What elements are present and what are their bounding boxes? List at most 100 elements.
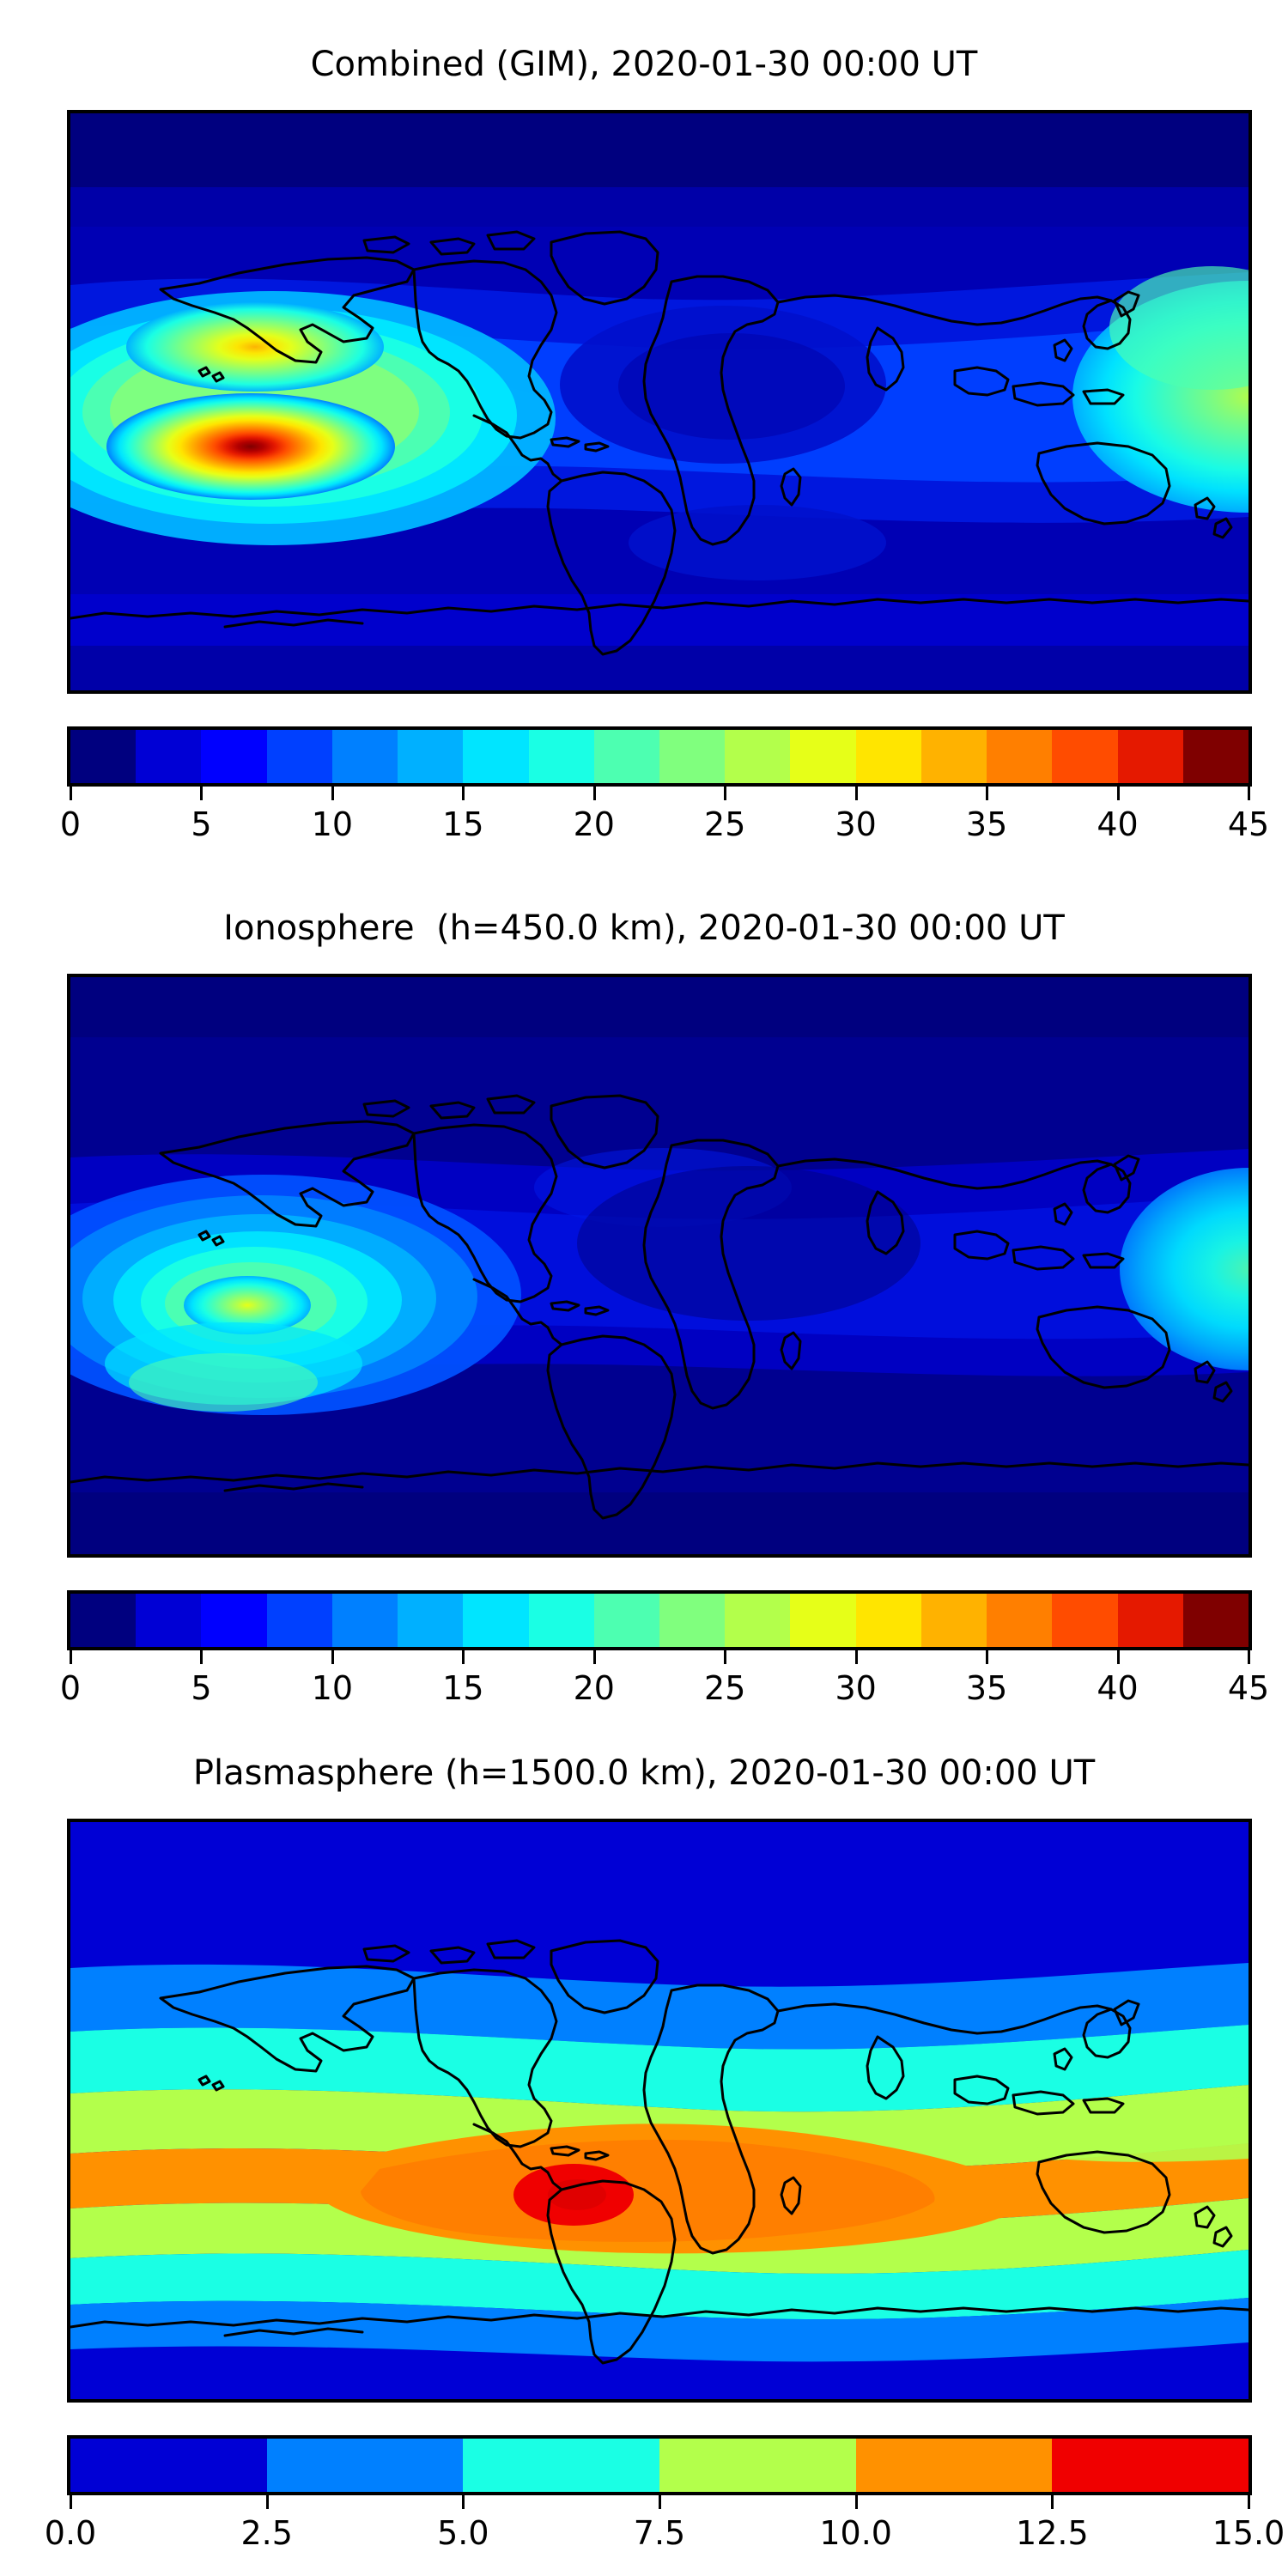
colorbar-band-13 <box>920 730 987 783</box>
colorbar-band-10 <box>725 730 791 783</box>
colorbar-tick-0 <box>70 787 72 800</box>
colorbar-ticks-3 <box>67 2495 1252 2512</box>
colorbar-tick-label-0: 0 <box>59 1669 82 1707</box>
coastlines <box>70 1939 1249 2365</box>
colorbar-band-13 <box>920 1594 987 1647</box>
map-plasmasphere <box>67 1819 1252 2403</box>
colorbar-tick-label-2: 5.0 <box>437 2514 489 2552</box>
colorbar-tick-3 <box>659 2495 661 2509</box>
colorbar-tick-label-6: 15.0 <box>1212 2514 1285 2552</box>
colorbar-band-17 <box>1182 730 1249 783</box>
colorbar-tick-label-3: 15 <box>442 1669 484 1707</box>
colorbar-band-1 <box>136 1594 202 1647</box>
colorbar-band-11 <box>790 730 856 783</box>
colorbar-tick-label-4: 20 <box>573 1669 615 1707</box>
colorbar-band-1 <box>136 730 202 783</box>
colorbar-tick-label-0: 0 <box>59 805 82 843</box>
colorbar-tick-label-1: 5 <box>191 805 212 843</box>
coastlines <box>70 1094 1249 1520</box>
colorbar-band-5 <box>398 730 464 783</box>
colorbar-tick-1 <box>200 1650 204 1664</box>
map-ionosphere <box>67 974 1252 1558</box>
colorbar-band-12 <box>855 730 921 783</box>
colorbar-band-15 <box>1052 1594 1118 1647</box>
colorbar-tick-5 <box>724 787 727 800</box>
colorbar-band-0 <box>70 2439 267 2492</box>
colorbar-band-6 <box>463 730 529 783</box>
colorbar-tick-label-4: 20 <box>573 805 615 843</box>
colorbar-tick-label-6: 30 <box>835 1669 877 1707</box>
colorbar-band-4 <box>855 2439 1053 2492</box>
colorbar-ticks-2 <box>67 1650 1252 1668</box>
colorbar-strip-3 <box>67 2435 1252 2495</box>
colorbar-band-2 <box>463 2439 660 2492</box>
colorbar-tick-label-0: 0.0 <box>44 2514 97 2552</box>
coastlines <box>70 230 1249 656</box>
colorbar-band-14 <box>987 1594 1053 1647</box>
colorbar-band-3 <box>266 730 332 783</box>
map-canvas-plasmasphere <box>70 1822 1249 2399</box>
map-combined-gim <box>67 110 1252 694</box>
colorbar-tick-label-5: 12.5 <box>1016 2514 1089 2552</box>
colorbar-band-2 <box>201 1594 267 1647</box>
map-canvas-ionosphere <box>70 977 1249 1554</box>
colorbar-tick-2 <box>462 2495 465 2509</box>
colorbar-tick-1 <box>200 787 204 800</box>
colorbar-tick-label-6: 30 <box>835 805 877 843</box>
colorbar-tick-9 <box>1248 787 1250 800</box>
colorbar-tick-3 <box>462 1650 465 1664</box>
colorbar-tick-label-3: 15 <box>442 805 484 843</box>
colorbar-tick-label-9: 45 <box>1227 805 1270 843</box>
colorbar-band-9 <box>659 1594 726 1647</box>
colorbar-band-7 <box>528 730 594 783</box>
colorbar-tick-label-3: 7.5 <box>633 2514 686 2552</box>
colorbar-tick-9 <box>1248 1650 1250 1664</box>
colorbar-tick-label-8: 40 <box>1097 1669 1139 1707</box>
colorbar-tick-8 <box>1116 787 1120 800</box>
colorbar-labels-1: 0 5 10 15 20 25 30 35 40 45 <box>60 804 1269 845</box>
colorbar-tick-label-5: 25 <box>704 1669 746 1707</box>
colorbar-tick-label-8: 40 <box>1097 805 1139 843</box>
colorbar-labels-3: 0.0 2.5 5.0 7.5 10.0 12.5 15.0 <box>45 2512 1285 2554</box>
colorbar-band-9 <box>659 730 726 783</box>
colorbar-strip-1 <box>67 726 1252 787</box>
colorbar-band-17 <box>1182 1594 1249 1647</box>
colorbar-labels-2: 0 5 10 15 20 25 30 35 40 45 <box>60 1668 1269 1709</box>
colorbar-tick-4 <box>592 1650 596 1664</box>
colorbar-tick-label-7: 35 <box>965 1669 1008 1707</box>
colorbar-band-5 <box>1052 2439 1249 2492</box>
colorbar-band-6 <box>463 1594 529 1647</box>
colorbar-band-14 <box>987 730 1053 783</box>
colorbar-band-3 <box>266 1594 332 1647</box>
colorbar-tick-3 <box>462 787 465 800</box>
colorbar-tick-label-4: 10.0 <box>819 2514 892 2552</box>
colorbar-tick-label-5: 25 <box>704 805 746 843</box>
colorbar-tick-label-2: 10 <box>311 1669 354 1707</box>
colorbar-tick-1 <box>265 2495 269 2509</box>
colorbar-tick-label-7: 35 <box>965 805 1008 843</box>
colorbar-band-10 <box>725 1594 791 1647</box>
colorbar-tick-4 <box>854 2495 858 2509</box>
colorbar-band-4 <box>331 1594 398 1647</box>
colorbar-tick-2 <box>331 1650 334 1664</box>
colorbar-ticks-1 <box>67 787 1252 804</box>
colorbar-tick-4 <box>592 787 596 800</box>
colorbar-band-7 <box>528 1594 594 1647</box>
colorbar-combined-gim: 0 5 10 15 20 25 30 35 40 45 <box>60 726 1269 845</box>
colorbar-tick-label-2: 10 <box>311 805 354 843</box>
colorbar-tick-7 <box>986 1650 989 1664</box>
panel-title-ionosphere: Ionosphere (h=450.0 km), 2020-01-30 00:0… <box>223 908 1065 948</box>
colorbar-band-5 <box>398 1594 464 1647</box>
colorbar-band-0 <box>70 730 137 783</box>
colorbar-tick-label-1: 5 <box>191 1669 212 1707</box>
colorbar-tick-0 <box>70 1650 72 1664</box>
colorbar-tick-8 <box>1116 1650 1120 1664</box>
colorbar-band-16 <box>1117 1594 1183 1647</box>
colorbar-plasmasphere: 0.0 2.5 5.0 7.5 10.0 12.5 15.0 <box>45 2435 1285 2554</box>
panel-plasmasphere: Plasmasphere (h=1500.0 km), 2020-01-30 0… <box>0 1753 1288 1793</box>
colorbar-band-15 <box>1052 730 1118 783</box>
colorbar-band-4 <box>331 730 398 783</box>
colorbar-tick-2 <box>331 787 334 800</box>
colorbar-tick-5 <box>1051 2495 1054 2509</box>
